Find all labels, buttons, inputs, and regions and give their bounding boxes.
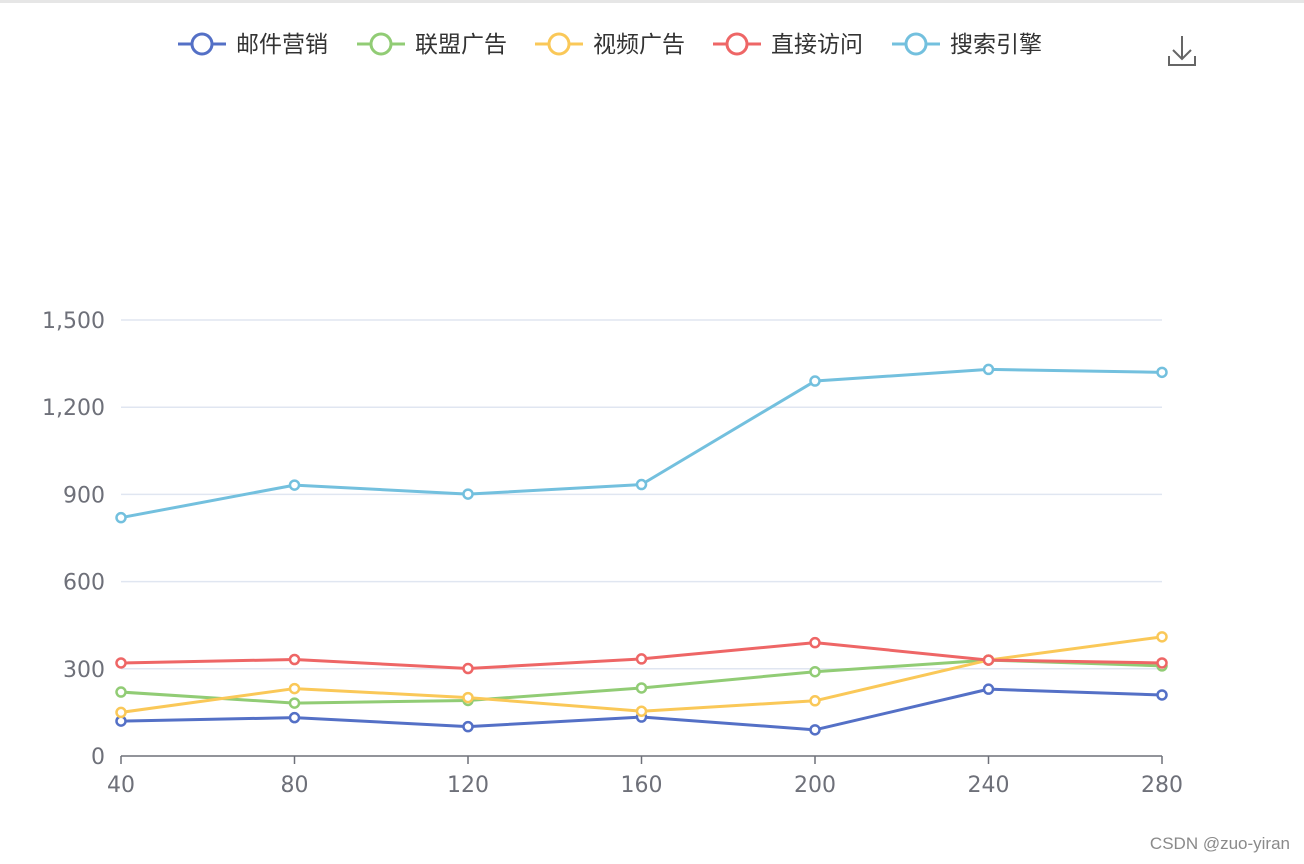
data-point[interactable] [115, 686, 127, 698]
x-tick-label: 240 [968, 773, 1010, 798]
data-point[interactable] [982, 654, 995, 666]
x-axis-labels: 40 80 120 160 200 240 280 [107, 773, 1183, 798]
series [115, 631, 1168, 719]
data-point[interactable] [288, 711, 301, 724]
series [115, 683, 1168, 736]
legend-label: 邮件营销 [236, 32, 328, 58]
y-tick-label: 1,500 [42, 309, 105, 334]
series-line [120, 658, 1163, 705]
legend-marker [369, 32, 393, 56]
data-point[interactable] [809, 665, 821, 678]
legend-marker [725, 32, 749, 56]
series-line [120, 367, 1163, 520]
legend-marker [547, 32, 571, 56]
series-lines [115, 363, 1168, 736]
data-point[interactable] [982, 363, 995, 376]
y-tick-label: 600 [63, 571, 105, 596]
x-tick-label: 80 [281, 773, 309, 798]
data-point[interactable] [115, 706, 127, 719]
download-icon[interactable] [1164, 32, 1200, 70]
data-point[interactable] [462, 691, 474, 704]
y-tick-label: 1,200 [42, 396, 105, 421]
data-point[interactable] [635, 653, 648, 665]
y-axis-labels: 0 300 600 900 1,200 1,500 [42, 309, 105, 770]
data-point[interactable] [288, 697, 301, 709]
data-point[interactable] [462, 662, 474, 675]
series [115, 363, 1168, 524]
data-point[interactable] [809, 636, 821, 649]
x-tick-label: 120 [447, 773, 489, 798]
legend[interactable]: 邮件营销 联盟广告 视频广告 直接访问 搜索引擎 [178, 32, 1042, 58]
legend-label: 搜索引擎 [950, 32, 1042, 58]
data-point[interactable] [462, 488, 474, 500]
x-tick-label: 200 [794, 773, 836, 798]
data-point[interactable] [115, 657, 127, 669]
legend-label: 直接访问 [771, 32, 863, 58]
grid-lines [121, 319, 1162, 670]
x-tick-label: 40 [107, 773, 135, 798]
y-tick-label: 0 [91, 745, 105, 770]
legend-label: 视频广告 [593, 32, 685, 58]
data-point[interactable] [288, 653, 301, 666]
data-point[interactable] [1156, 657, 1168, 669]
legend-item[interactable]: 联盟广告 [357, 32, 507, 58]
data-point[interactable] [1156, 689, 1168, 701]
data-point[interactable] [635, 705, 648, 717]
legend-label: 联盟广告 [415, 32, 507, 58]
top-border [0, 0, 1304, 3]
data-point[interactable] [809, 724, 821, 736]
series [115, 636, 1168, 675]
legend-item[interactable]: 直接访问 [713, 32, 863, 58]
data-point[interactable] [809, 375, 821, 387]
legend-item[interactable]: 邮件营销 [178, 32, 328, 58]
x-tick-label: 160 [621, 773, 663, 798]
data-point[interactable] [288, 682, 301, 695]
data-point[interactable] [982, 683, 995, 695]
legend-item[interactable]: 视频广告 [535, 32, 685, 58]
x-tick-label: 280 [1141, 773, 1183, 798]
legend-marker [904, 32, 928, 56]
data-point[interactable] [462, 720, 474, 733]
watermark: CSDN @zuo-yiran [1149, 834, 1290, 853]
y-tick-label: 300 [63, 658, 105, 683]
data-point[interactable] [1156, 366, 1168, 379]
data-point[interactable] [288, 479, 301, 491]
x-axis [120, 755, 1163, 764]
data-point[interactable] [635, 682, 648, 694]
data-point[interactable] [635, 478, 648, 491]
data-point[interactable] [809, 695, 821, 707]
data-point[interactable] [1156, 631, 1168, 643]
data-point[interactable] [115, 511, 127, 524]
legend-marker [190, 32, 214, 56]
legend-item[interactable]: 搜索引擎 [892, 32, 1042, 58]
y-tick-label: 900 [63, 483, 105, 508]
